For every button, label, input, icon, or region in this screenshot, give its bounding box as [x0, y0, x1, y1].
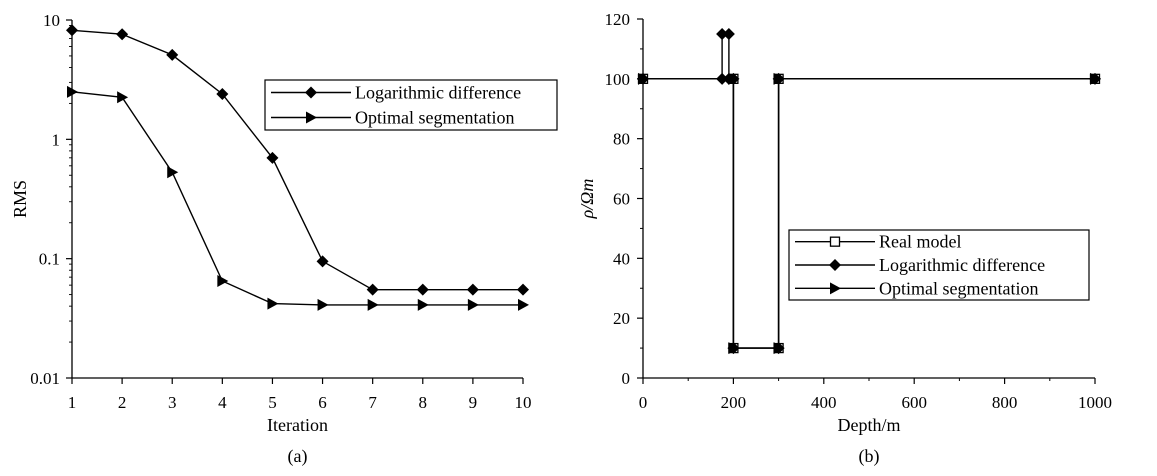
data-point — [216, 87, 229, 100]
data-point — [166, 48, 179, 61]
x-tick-label: 800 — [992, 393, 1018, 412]
data-point — [722, 27, 735, 40]
x-tick-label: 5 — [268, 393, 277, 412]
y-tick-label: 0.1 — [39, 250, 60, 269]
data-point — [416, 283, 429, 296]
data-point — [417, 298, 429, 311]
x-tick-label: 1000 — [1078, 393, 1112, 412]
x-tick-label: 6 — [318, 393, 327, 412]
x-axis-title: Iteration — [267, 415, 328, 435]
y-tick-label: 1 — [52, 130, 61, 149]
x-tick-label: 8 — [419, 393, 428, 412]
data-point — [316, 255, 329, 268]
x-tick-label: 10 — [515, 393, 532, 412]
y-tick-label: 80 — [613, 130, 630, 149]
data-point — [466, 283, 479, 296]
data-point — [1090, 72, 1101, 85]
x-tick-label: 0 — [639, 393, 648, 412]
legend-marker — [829, 259, 841, 271]
legend-marker — [829, 236, 841, 247]
legend-box — [264, 79, 558, 131]
series-line — [71, 29, 523, 291]
x-tick-label: 400 — [811, 393, 837, 412]
series-logarithmic-difference — [66, 24, 529, 296]
y-tick-label: 0 — [622, 369, 631, 388]
y-axis-title: ρ/Ωm — [577, 179, 597, 220]
y-tick-label: 120 — [605, 10, 631, 29]
x-tick-label: 600 — [901, 393, 927, 412]
data-point — [638, 72, 649, 85]
data-point — [517, 283, 529, 296]
series-line — [643, 78, 1095, 349]
legend-label: Real model — [879, 232, 961, 252]
series-real-model — [637, 73, 1101, 354]
y-tick-label: 10 — [43, 11, 60, 30]
series-optimal-segmentation — [67, 85, 529, 311]
data-point — [728, 342, 740, 355]
data-point — [518, 298, 529, 311]
x-tick-label: 3 — [168, 393, 177, 412]
data-point — [773, 342, 785, 355]
data-point — [366, 283, 379, 296]
data-point — [117, 91, 129, 104]
data-point — [167, 166, 179, 179]
y-tick-label: 40 — [613, 249, 630, 268]
legend-label: Logarithmic difference — [879, 255, 1045, 275]
x-tick-label: 2 — [118, 393, 127, 412]
data-point — [267, 297, 279, 310]
data-point — [217, 274, 229, 287]
legend: Real model Logarithmic difference Optimal … — [788, 229, 1090, 301]
legend: Logarithmic difference Optimal segmentati… — [264, 79, 558, 131]
legend-label: Logarithmic difference — [355, 83, 521, 103]
y-tick-label: 0.01 — [30, 369, 60, 388]
chart-a: 1 2 3 4 5 6 7 8 9 10 0.01 0.1 1 10 Iteration RMS (a) Loga… — [10, 11, 558, 467]
legend-marker — [830, 282, 841, 295]
data-point — [728, 72, 740, 85]
legend-marker — [305, 86, 317, 99]
legend-label: Optimal segmentation — [879, 278, 1038, 298]
panel-caption: (b) — [859, 446, 880, 467]
y-axis-title: RMS — [10, 180, 30, 218]
y-tick-label: 60 — [613, 190, 630, 209]
series-logarithmic-difference — [637, 27, 1101, 355]
x-tick-label: 200 — [721, 393, 747, 412]
series-line — [643, 33, 1095, 349]
data-point — [66, 24, 78, 37]
chart-b: 0 200 400 600 800 1000 0 20 40 60 80 100 120 Depth/m ρ… — [577, 10, 1112, 467]
series-line — [71, 91, 523, 306]
data-point — [116, 28, 129, 41]
series-optimal-segmentation — [638, 72, 1101, 355]
legend-marker — [306, 111, 317, 124]
x-axis-title: Depth/m — [838, 415, 901, 435]
panel-caption: (a) — [288, 446, 308, 467]
data-point — [266, 151, 279, 164]
data-point — [367, 298, 379, 311]
x-tick-label: 9 — [469, 393, 478, 412]
data-point — [716, 27, 729, 40]
series-line — [643, 78, 1095, 349]
legend-label: Optimal segmentation — [355, 108, 514, 128]
x-tick-label: 1 — [68, 393, 77, 412]
y-tick-label: 100 — [605, 70, 631, 89]
data-point — [317, 298, 329, 311]
x-tick-label: 4 — [218, 393, 227, 412]
x-tick-label: 7 — [368, 393, 377, 412]
y-tick-label: 20 — [613, 309, 630, 328]
data-point — [67, 85, 78, 98]
data-point — [467, 298, 479, 311]
data-point — [773, 72, 785, 85]
